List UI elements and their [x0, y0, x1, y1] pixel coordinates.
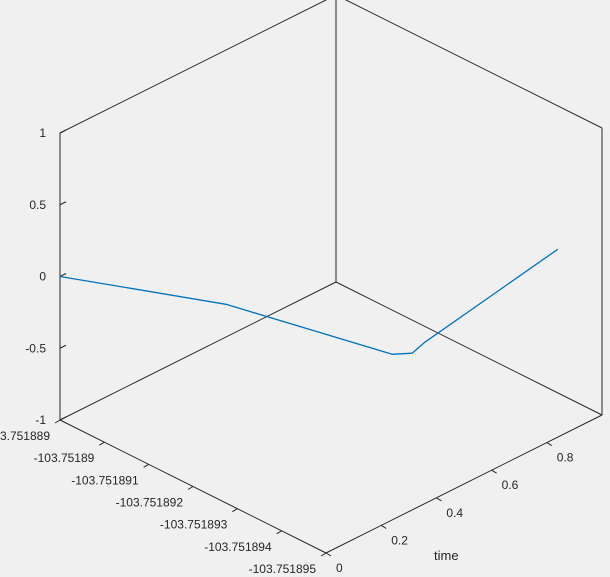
y-axis-label: time [434, 548, 459, 563]
y-tick-label-1: 0.2 [391, 533, 408, 547]
box-edge-4 [59, 281, 337, 421]
z-axis: -1 -0.5 0 0.5 1 [25, 126, 67, 427]
x-tick-mark-1 [99, 441, 105, 446]
x-tick-mark-3 [187, 486, 194, 490]
y-axis: 0 0.2 0.4 0.6 0.8 [325, 442, 574, 575]
x-tick-label-0: -103.751889 [0, 429, 50, 443]
z-tick-mark-0 [59, 416, 67, 421]
x-tick-label-4: -103.751893 [160, 518, 228, 532]
z-tick-mark-2 [59, 273, 67, 277]
y-tick-label-3: 0.6 [502, 478, 519, 492]
x-tick-mark-5 [276, 530, 282, 535]
box-edge-3 [335, 281, 603, 416]
series-layer [59, 248, 559, 355]
x-tick-mark-6 [320, 552, 327, 557]
z-tick-label-4: 1 [39, 126, 46, 140]
y-tick-mark-0 [325, 552, 332, 557]
x-tick-label-5: -103.751894 [204, 540, 272, 554]
x-tick-label-6: -103.751895 [249, 562, 317, 576]
y-tick-mark-4 [546, 442, 553, 447]
x-tick-mark-4 [232, 508, 238, 513]
z-tick-mark-1 [59, 344, 67, 349]
x-tick-label-2: -103.751891 [71, 473, 139, 487]
y-tick-mark-3 [491, 469, 497, 474]
x-tick-mark-2 [143, 463, 149, 468]
box-edge-2 [325, 414, 603, 554]
z-tick-label-3: 0.5 [29, 198, 46, 212]
x-tick-label-1: -103.75189 [34, 451, 95, 465]
z-tick-label-2: 0 [39, 270, 46, 284]
y-tick-label-0: 0 [336, 561, 343, 575]
z-tick-label-1: -0.5 [25, 341, 46, 355]
series-line-0 [59, 248, 559, 355]
x-tick-mark-0 [54, 419, 61, 424]
z-tick-mark-3 [59, 201, 67, 206]
x-tick-label-3: -103.751892 [116, 496, 184, 510]
y-tick-mark-2 [436, 497, 442, 502]
z-tick-mark-4 [59, 129, 67, 134]
box-edge-7 [344, 0, 603, 129]
z-tick-label-0: -1 [35, 413, 46, 427]
x-axis: -103.751889 -103.75189 -103.751891 -103.751… [0, 419, 327, 576]
y-tick-label-2: 0.4 [446, 506, 463, 520]
box-edge-6 [59, 0, 328, 134]
y-tick-label-4: 0.8 [557, 451, 574, 465]
y-tick-mark-1 [380, 524, 387, 529]
